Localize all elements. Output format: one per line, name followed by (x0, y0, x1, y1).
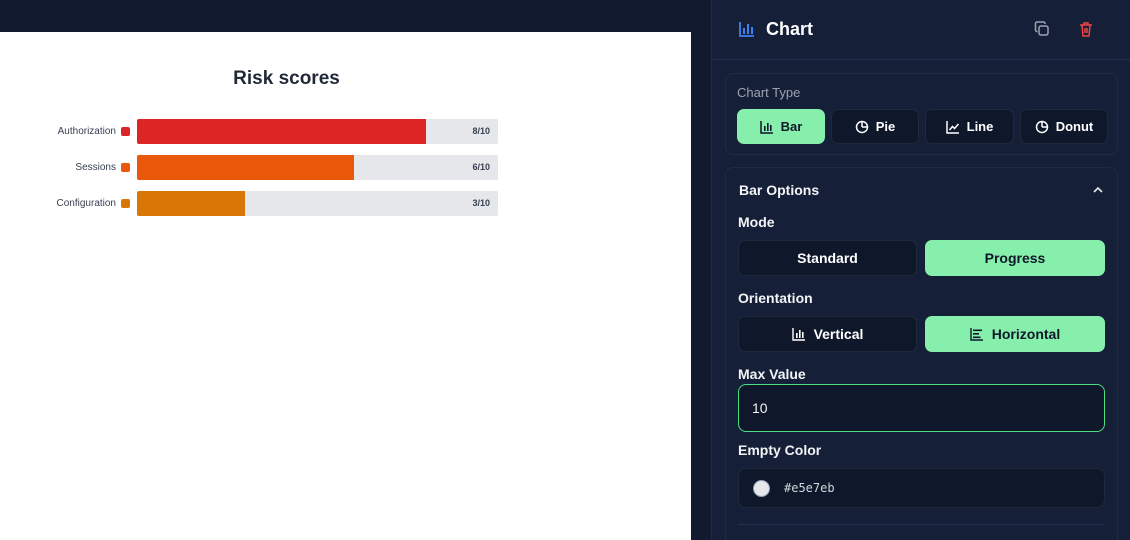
bar-row: Sessions 6/10 (0, 155, 520, 180)
chart-type-donut-label: Donut (1055, 119, 1094, 134)
bar-color-swatch (121, 163, 130, 172)
pie-chart-icon (855, 120, 868, 133)
bar-options-title: Bar Options (739, 182, 820, 198)
chevron-up-icon[interactable] (1092, 184, 1104, 196)
bar-value-label: 8/10 (472, 126, 490, 136)
horizontal-bars-icon (970, 328, 983, 341)
chart-type-label: Chart Type (737, 85, 801, 100)
chart-type-line-button[interactable]: Line (925, 109, 1014, 144)
line-chart-icon (945, 120, 959, 134)
mode-standard-label: Standard (797, 250, 858, 266)
chart-type-section: Chart Type Bar Pie Line Donut (725, 73, 1118, 155)
empty-color-value: #e5e7eb (784, 481, 835, 495)
mode-progress-label: Progress (984, 250, 1046, 266)
bar-color-swatch (121, 127, 130, 136)
bar-fill (137, 155, 354, 180)
panel-title: Chart (766, 19, 814, 39)
orientation-horizontal-button[interactable]: Horizontal (925, 316, 1105, 352)
empty-color-label: Empty Color (738, 442, 822, 458)
orientation-label: Orientation (738, 290, 813, 306)
chart-type-pie-label: Pie (875, 119, 896, 134)
bar-category-label: Configuration (56, 198, 116, 209)
chart-type-line-label: Line (966, 119, 994, 134)
empty-color-swatch[interactable] (753, 480, 770, 497)
mode-label: Mode (738, 214, 775, 230)
bar-value-label: 3/10 (472, 198, 490, 208)
chart-title: Risk scores (233, 68, 340, 89)
chart-type-bar-button[interactable]: Bar (737, 109, 825, 144)
bar-chart-icon (739, 22, 754, 37)
orientation-horizontal-label: Horizontal (991, 326, 1061, 342)
panel-header: Chart (712, 0, 1130, 60)
donut-chart-icon (1035, 120, 1048, 133)
bar-track: 3/10 (137, 191, 498, 216)
bar-chart-icon (759, 120, 773, 134)
duplicate-icon[interactable] (1033, 20, 1051, 38)
max-value-label: Max Value (738, 366, 806, 382)
orientation-vertical-button[interactable]: Vertical (738, 316, 917, 352)
section-divider (738, 524, 1105, 525)
bar-row: Configuration 3/10 (0, 191, 520, 216)
bar-color-swatch (121, 199, 130, 208)
chart-canvas[interactable]: Risk scores Authorization 8/10 Sessions 6/1… (0, 32, 691, 540)
bar-value-label: 6/10 (472, 162, 490, 172)
chart-type-donut-button[interactable]: Donut (1020, 109, 1108, 144)
chart-type-bar-label: Bar (780, 119, 803, 134)
orientation-vertical-label: Vertical (813, 326, 864, 342)
bar-fill (137, 119, 426, 144)
delete-icon[interactable] (1077, 20, 1095, 38)
bar-category-label: Sessions (75, 162, 116, 173)
bar-fill (137, 191, 246, 216)
bar-track: 8/10 (137, 119, 498, 144)
bar-category-label: Authorization (57, 126, 116, 137)
empty-color-field[interactable]: #e5e7eb (738, 468, 1105, 508)
bar-track: 6/10 (137, 155, 498, 180)
mode-standard-button[interactable]: Standard (738, 240, 917, 276)
bar-row: Authorization 8/10 (0, 119, 520, 144)
mode-progress-button[interactable]: Progress (925, 240, 1105, 276)
chart-type-pie-button[interactable]: Pie (831, 109, 919, 144)
vertical-bars-icon (791, 328, 805, 341)
max-value-input[interactable]: 10 (738, 384, 1105, 432)
